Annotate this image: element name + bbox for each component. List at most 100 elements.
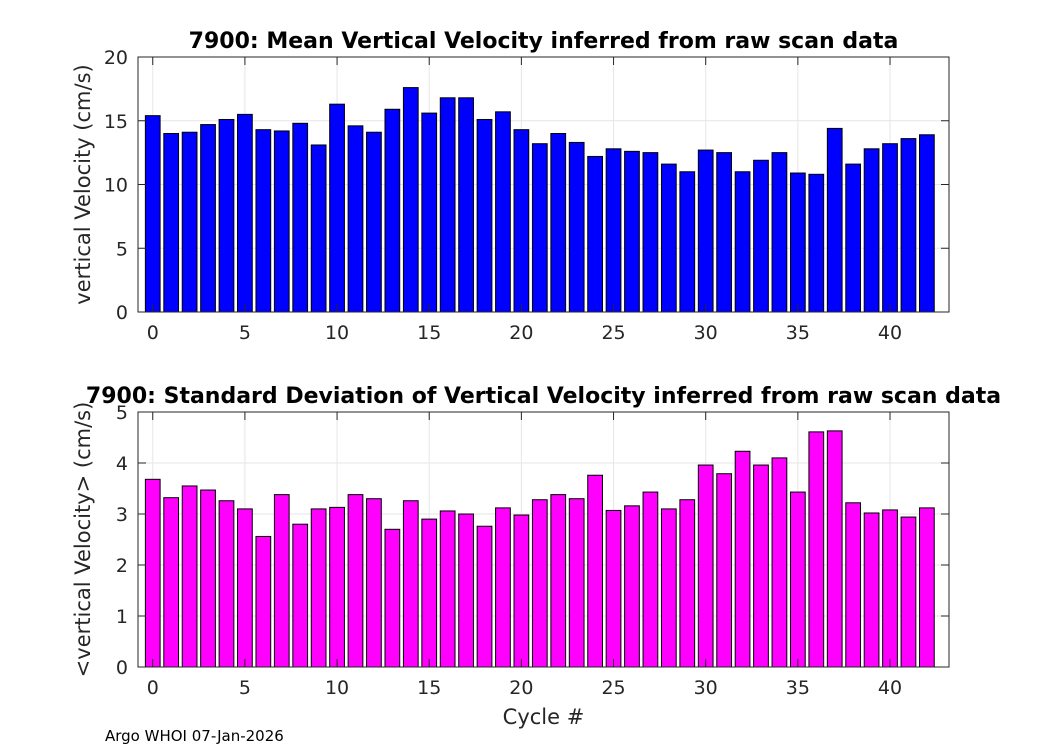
bar	[789, 172, 806, 313]
bar	[900, 138, 917, 313]
y-tick-label: 3	[116, 504, 128, 526]
x-axis-label: Cycle #	[503, 705, 585, 729]
x-tick-label: 40	[878, 322, 902, 344]
bar	[660, 508, 677, 668]
y-tick-label: 0	[116, 657, 128, 679]
y-tick-label: 20	[104, 47, 128, 69]
bar	[476, 118, 493, 313]
bar	[826, 127, 843, 313]
bar	[845, 163, 862, 313]
bar	[845, 502, 862, 668]
bar	[421, 518, 438, 668]
bar	[366, 498, 382, 668]
x-tick-label: 15	[417, 322, 441, 344]
x-tick-label: 25	[601, 322, 625, 344]
y-axis-label: vertical Velocity (cm/s)	[71, 64, 95, 304]
bar	[900, 516, 917, 668]
bar	[310, 508, 327, 668]
y-tick-label: 2	[116, 555, 128, 577]
bar	[863, 148, 880, 313]
chart-title: 7900: Mean Vertical Velocity inferred fr…	[189, 29, 899, 54]
footer-credit: Argo WHOI 07-Jan-2026	[105, 727, 284, 745]
bar	[402, 500, 419, 668]
x-tick-label: 35	[786, 677, 810, 699]
bar	[163, 497, 180, 668]
bar	[181, 131, 198, 313]
bar	[550, 133, 567, 313]
bar	[919, 134, 935, 313]
bar	[292, 122, 309, 313]
bar	[808, 431, 825, 668]
x-tick-label: 40	[878, 677, 902, 699]
bar	[513, 514, 530, 668]
x-tick-label: 0	[147, 322, 159, 344]
x-tick-label: 30	[694, 677, 718, 699]
x-tick-label: 15	[417, 677, 441, 699]
bar	[642, 152, 659, 313]
bar	[384, 528, 401, 668]
bar	[605, 148, 622, 313]
bar	[587, 474, 603, 668]
x-tick-label: 0	[147, 677, 159, 699]
bar	[605, 509, 622, 668]
y-tick-label: 4	[116, 453, 128, 475]
bar	[531, 499, 548, 668]
x-tick-label: 20	[509, 322, 533, 344]
bar	[716, 473, 733, 668]
bar	[771, 457, 788, 668]
bar	[218, 118, 235, 313]
chart-title: 7900: Standard Deviation of Vertical Vel…	[86, 384, 1001, 409]
bar	[495, 111, 511, 313]
bar	[882, 143, 898, 313]
bar	[624, 150, 640, 313]
x-tick-label: 30	[694, 322, 718, 344]
bar	[384, 108, 401, 313]
bar	[476, 525, 493, 668]
x-tick-label: 5	[239, 677, 251, 699]
bar	[273, 130, 290, 313]
bar	[237, 113, 253, 313]
y-tick-label: 15	[104, 111, 128, 133]
x-tick-label: 5	[239, 322, 251, 344]
bar	[568, 498, 585, 668]
bar	[439, 510, 456, 668]
bar	[495, 507, 511, 668]
bar	[144, 115, 161, 313]
bar	[863, 512, 880, 668]
x-tick-label: 10	[325, 322, 349, 344]
y-tick-label: 5	[116, 402, 128, 424]
y-axis-label: <vertical Velocity> (cm/s)	[71, 402, 95, 678]
bar	[458, 513, 474, 668]
bar	[273, 494, 290, 668]
bar	[734, 450, 751, 668]
bar	[568, 141, 585, 313]
bar	[624, 505, 640, 668]
bar	[697, 464, 714, 668]
x-tick-label: 20	[509, 677, 533, 699]
bar	[200, 489, 216, 668]
bar	[660, 163, 677, 313]
bar	[218, 500, 235, 668]
bar	[734, 171, 751, 313]
bar	[163, 133, 180, 313]
bar	[826, 430, 843, 668]
bar	[697, 149, 714, 313]
std-velocity-chart: 0 5 10 15 20 25 30 35 40 0 1 2 3 4 5 7900: Standard De…	[71, 384, 1001, 729]
bar	[237, 508, 253, 668]
bar	[753, 159, 769, 313]
bar	[716, 152, 733, 313]
bar	[329, 506, 345, 668]
bar	[771, 152, 788, 313]
bar	[347, 494, 364, 668]
x-tick-label: 10	[325, 677, 349, 699]
bar	[513, 129, 530, 313]
bar	[587, 155, 603, 313]
bar	[200, 124, 216, 313]
bar	[144, 478, 161, 668]
bar	[421, 112, 438, 313]
bar	[366, 131, 382, 313]
y-tick-label: 0	[116, 302, 128, 324]
bar	[919, 507, 935, 668]
bar	[458, 97, 474, 313]
